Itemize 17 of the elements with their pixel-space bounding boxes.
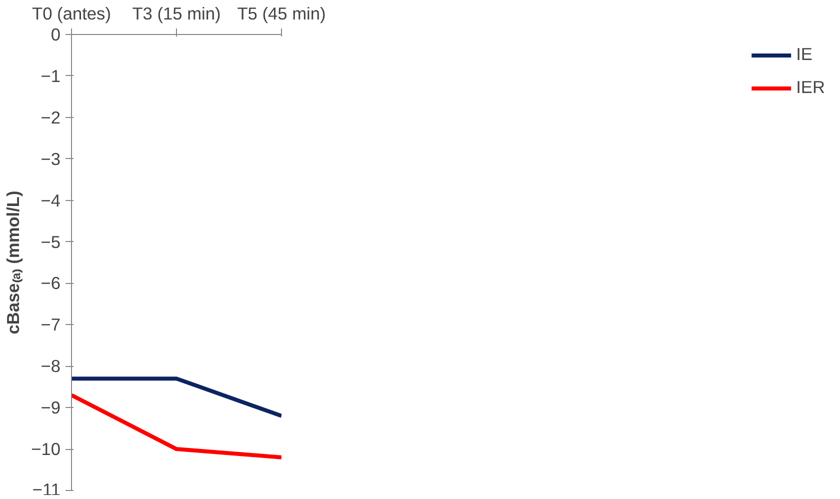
y-tick-label: −6 — [40, 273, 61, 294]
y-axis-title: cBase₍ₐ₎ (mmol/L) — [3, 190, 24, 334]
y-tick-label: 0 — [50, 24, 61, 44]
y-tick-label: −7 — [40, 314, 61, 335]
y-tick-label: −3 — [40, 148, 61, 169]
x-tick-label: T3 (15 min) — [132, 4, 221, 24]
x-tick-label: T0 (antes) — [32, 4, 111, 24]
y-tick-label: −5 — [40, 232, 61, 252]
y-tick-label: −10 — [31, 439, 61, 460]
x-tick-label: T5 (45 min) — [237, 4, 326, 24]
y-tick-label: −4 — [40, 190, 61, 210]
y-tick-label: −1 — [40, 66, 61, 86]
y-tick-label: −8 — [40, 356, 61, 376]
legend-label: IER — [796, 77, 825, 98]
y-tick-label: −9 — [40, 398, 61, 418]
y-tick-label: −2 — [40, 107, 61, 128]
legend-label: IE — [796, 44, 814, 65]
